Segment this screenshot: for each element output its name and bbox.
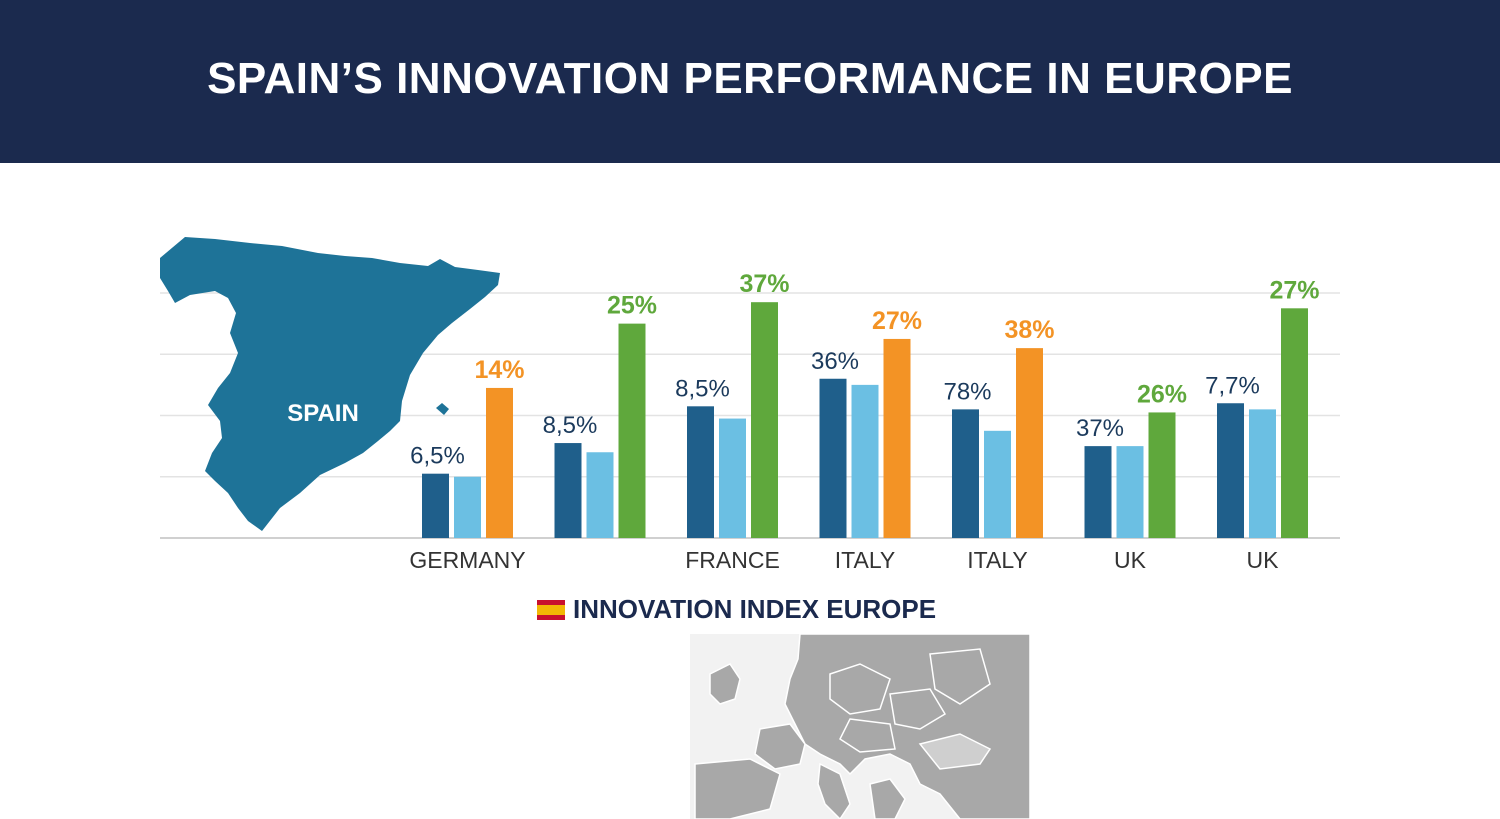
data-label: 8,5%	[543, 412, 598, 439]
data-label: 78%	[943, 378, 991, 405]
data-label: 37%	[739, 270, 789, 298]
data-label: 14%	[474, 356, 524, 384]
data-label: 26%	[1137, 380, 1187, 408]
europe-map-image	[690, 634, 1030, 819]
category-label: ITALY	[835, 547, 896, 573]
bar-dark-blue	[952, 409, 979, 538]
bar-light-blue	[719, 418, 746, 538]
spain-map-label: SPAIN	[287, 400, 359, 427]
bar-dark-blue	[1084, 446, 1112, 538]
data-label: 8,5%	[675, 375, 730, 402]
header-banner: SPAIN’S INNOVATION PERFORMANCE IN EUROPE	[0, 0, 1500, 163]
category-label: GERMANY	[409, 547, 525, 573]
category-label: UK	[1247, 547, 1280, 573]
bar-dark-blue	[422, 473, 449, 538]
category-label: FRANCE	[685, 547, 780, 573]
category-label: UK	[1114, 547, 1147, 573]
bar-green	[1281, 308, 1308, 538]
data-label: 6,5%	[410, 443, 465, 470]
data-label: 25%	[607, 292, 657, 320]
data-label: 7,7%	[1205, 372, 1260, 399]
bar-light-blue	[586, 452, 614, 538]
data-label: 38%	[1004, 316, 1054, 344]
bar-green	[1148, 412, 1176, 538]
bar-light-blue	[1249, 409, 1276, 538]
balearic-islands-shape	[436, 403, 449, 415]
bar-chart: SPAIN 6,5% 14% GERMANY 8,5% 25% 8,5% 37% FRANCE…	[160, 237, 1340, 573]
bar-green	[751, 302, 778, 538]
bar-orange	[486, 387, 513, 538]
bar-light-blue	[984, 430, 1011, 538]
legend: INNOVATION INDEX EUROPE	[537, 594, 936, 625]
bar-light-blue	[1116, 446, 1144, 538]
data-label: 27%	[872, 307, 922, 335]
chart-bars: 6,5% 14% GERMANY 8,5% 25% 8,5% 37% FRANCE 36% 27%…	[409, 270, 1319, 573]
bar-light-blue	[454, 476, 481, 538]
legend-label: INNOVATION INDEX EUROPE	[573, 594, 937, 624]
data-label: 37%	[1076, 415, 1124, 442]
data-label: 36%	[811, 348, 859, 375]
bar-dark-blue	[554, 443, 582, 538]
bar-green	[618, 323, 646, 538]
bar-orange	[1016, 348, 1043, 538]
spain-map-shape	[160, 237, 500, 531]
bar-orange	[883, 338, 911, 538]
data-label: 27%	[1269, 276, 1319, 304]
category-label: ITALY	[967, 547, 1028, 573]
bar-dark-blue	[1217, 403, 1244, 538]
bar-dark-blue	[687, 406, 714, 538]
bar-dark-blue	[819, 378, 847, 538]
spain-flag-icon	[537, 599, 565, 620]
page-title: SPAIN’S INNOVATION PERFORMANCE IN EUROPE	[207, 53, 1293, 103]
bar-light-blue	[851, 384, 879, 538]
